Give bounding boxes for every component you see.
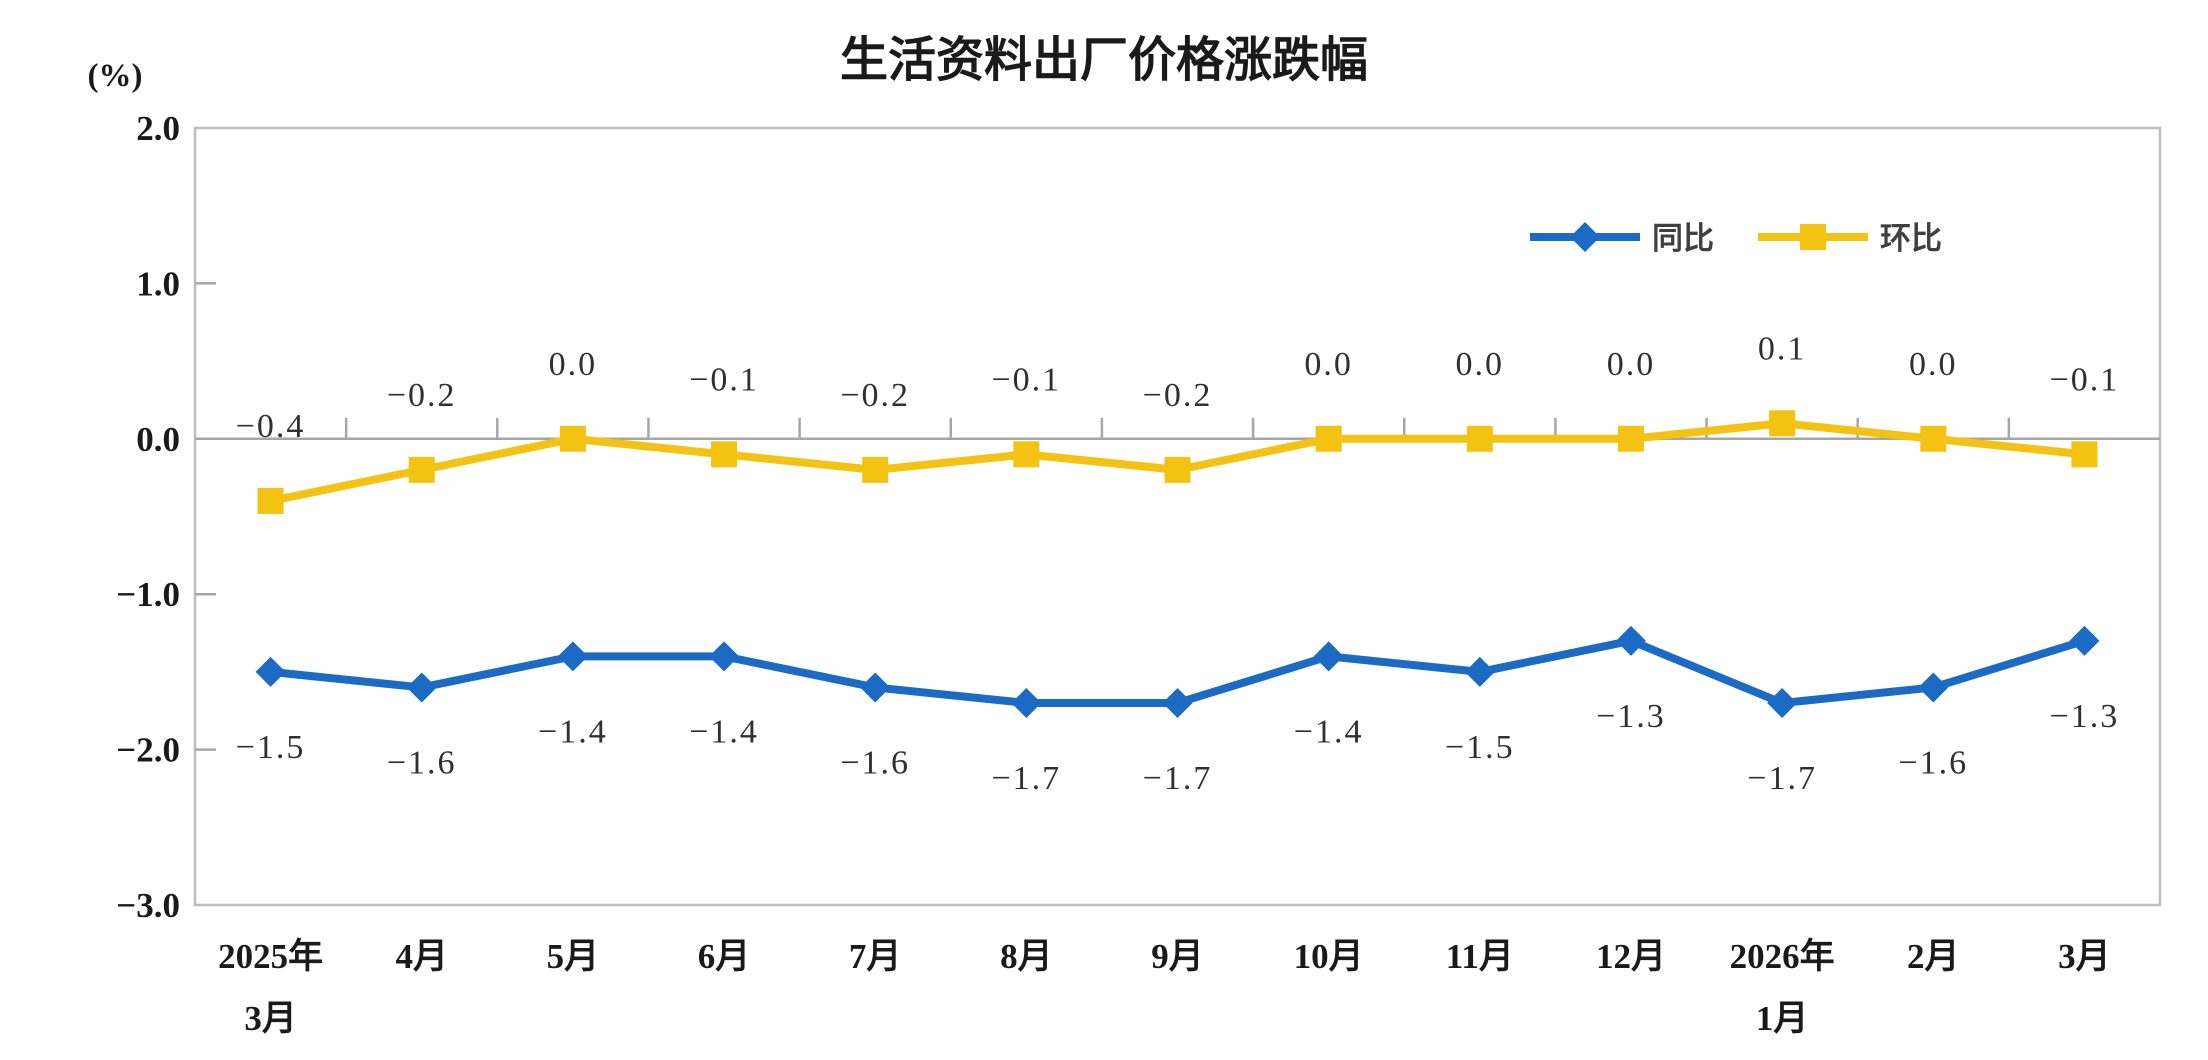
data-label-yoy: −1.5 [236, 729, 306, 766]
y-tick-label: −2.0 [116, 731, 180, 770]
series-marker-mom [1769, 410, 1796, 437]
data-label-mom: 0.0 [1456, 346, 1505, 383]
x-tick-label: 10月 [1294, 937, 1364, 976]
legend-item-yoy: 同比 [1530, 221, 1714, 256]
series-marker-yoy [557, 641, 588, 672]
series-marker-yoy [1918, 672, 1949, 703]
data-label-mom: 0.0 [1909, 346, 1958, 383]
series-marker-mom [559, 425, 586, 452]
data-label-yoy: −1.6 [840, 744, 910, 781]
data-labels: −1.5 −1.6 −1.4 −1.4 −1.6 −1.7 −1.7 −1.4 −1.5 −1.3… [236, 330, 2120, 797]
data-label-mom: −0.1 [2050, 361, 2120, 398]
data-label-yoy: −1.4 [538, 713, 608, 750]
data-label-mom: −0.2 [1143, 377, 1213, 414]
data-label-yoy: −1.3 [2050, 698, 2120, 735]
series-marker-mom [1164, 456, 1191, 483]
series-marker-mom [2071, 441, 2098, 468]
data-label-yoy: −1.5 [1445, 729, 1515, 766]
data-label-yoy: −1.4 [689, 713, 759, 750]
data-label-mom: −0.1 [992, 361, 1062, 398]
data-label-mom: 0.0 [1607, 346, 1656, 383]
x-tick-label: 11月 [1446, 937, 1514, 976]
series-marker-mom [257, 487, 284, 514]
legend-item-mom: 环比 [1758, 221, 1942, 256]
x-tick-label: 9月 [1151, 937, 1204, 976]
series-marker-mom [1315, 425, 1342, 452]
data-label-yoy: −1.7 [1143, 760, 1213, 797]
series-marker-yoy [1313, 641, 1344, 672]
series-marker-yoy [255, 656, 286, 687]
series-marker-yoy [1767, 687, 1798, 718]
data-label-yoy: −1.7 [1747, 760, 1817, 797]
x-tick-label: 4月 [395, 937, 448, 976]
x-tick-label: 7月 [849, 937, 902, 976]
data-label-mom: 0.1 [1758, 330, 1807, 367]
x-tick-label: 6月 [698, 937, 751, 976]
series-marker-yoy [709, 641, 740, 672]
x-tick-label: 2026年 [1730, 937, 1835, 976]
series-marker-mom [1617, 425, 1644, 452]
series-marker-yoy [1162, 687, 1193, 718]
x-tick-label: 8月 [1000, 937, 1053, 976]
y-tick-label: 1.0 [136, 264, 180, 303]
y-tick-label: 2.0 [136, 109, 180, 148]
data-label-mom: 0.0 [549, 346, 598, 383]
series [255, 410, 2100, 718]
series-marker-yoy [1011, 687, 1042, 718]
y-tick-label: −1.0 [116, 575, 180, 614]
x-tick-label: 1月 [1756, 999, 1809, 1038]
x-tick-label: 2月 [1907, 937, 1960, 976]
chart-title: 生活资料出厂价格涨跌幅 [840, 34, 1368, 87]
series-marker-yoy [2069, 625, 2100, 656]
series-marker-mom [1013, 441, 1040, 468]
data-label-mom: −0.2 [840, 377, 910, 414]
y-tick-label: 0.0 [136, 420, 180, 459]
axes: 2.0 1.0 0.0 −1.0 −2.0 −3.0 2025年 3月 4月 5月 6月 7月 8月 9月… [116, 109, 2160, 1038]
y-axis-unit-label: (%) [88, 58, 143, 94]
series-marker-yoy [860, 672, 891, 703]
series-marker-mom [1466, 425, 1493, 452]
x-tick-label: 12月 [1596, 937, 1666, 976]
legend-marker-square [1800, 224, 1826, 250]
data-label-mom: 0.0 [1304, 346, 1353, 383]
data-label-yoy: −1.4 [1294, 713, 1364, 750]
plot-frame [193, 126, 2162, 907]
series-marker-yoy [1464, 656, 1495, 687]
legend-label: 同比 [1652, 221, 1714, 256]
series-marker-yoy [406, 672, 437, 703]
legend: 同比 环比 [1530, 221, 1942, 256]
series-marker-mom [1920, 425, 1947, 452]
series-marker-yoy [1615, 625, 1646, 656]
data-label-mom: −0.2 [387, 377, 457, 414]
x-tick-label: 3月 [244, 999, 297, 1038]
series-marker-mom [711, 441, 738, 468]
data-label-mom: −0.4 [236, 408, 306, 445]
y-tick-label: −3.0 [116, 886, 180, 925]
x-tick-label: 5月 [547, 937, 600, 976]
data-label-yoy: −1.6 [1898, 744, 1968, 781]
legend-marker-diamond [1570, 222, 1600, 252]
data-label-yoy: −1.6 [387, 744, 457, 781]
data-label-yoy: −1.3 [1596, 698, 1666, 735]
series-marker-mom [408, 456, 435, 483]
plot-border [193, 126, 2162, 907]
data-label-yoy: −1.7 [992, 760, 1062, 797]
x-tick-label: 2025年 [218, 937, 323, 976]
series-marker-mom [862, 456, 889, 483]
data-label-mom: −0.1 [689, 361, 759, 398]
legend-label: 环比 [1880, 221, 1942, 256]
x-tick-label: 3月 [2058, 937, 2111, 976]
